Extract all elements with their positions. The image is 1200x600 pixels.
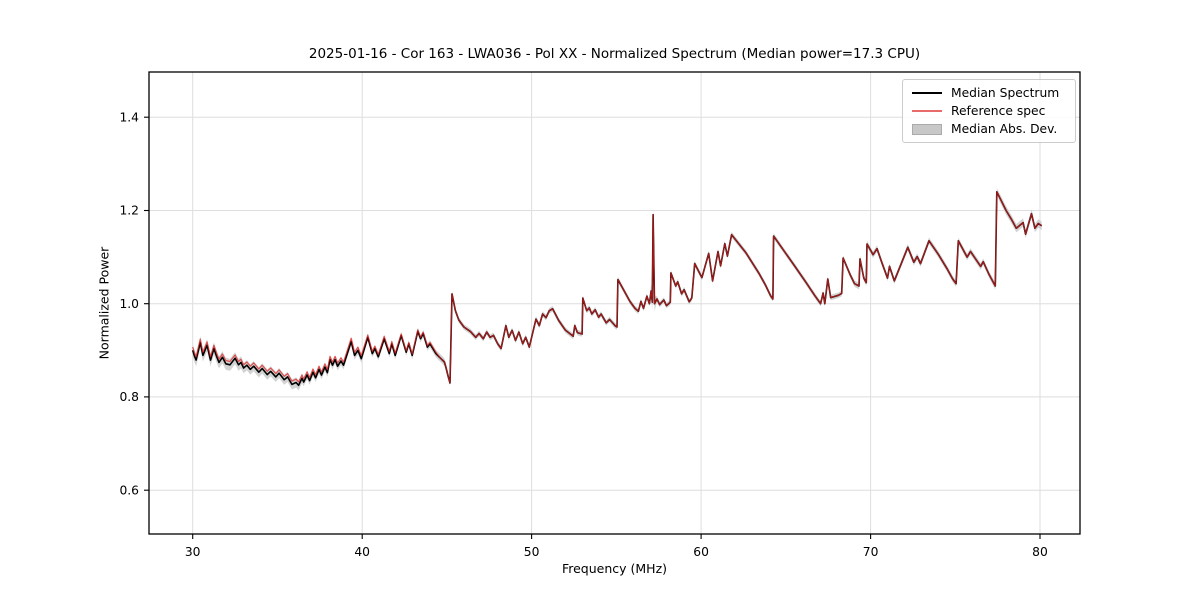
y-axis-label: Normalized Power	[96, 246, 112, 360]
x-tick-label: 30	[185, 545, 201, 559]
legend-label-reference-spec: Reference spec	[951, 104, 1046, 118]
axes-frame	[148, 71, 1081, 535]
y-tick-label: 1.2	[119, 204, 139, 218]
reference-spec-line	[192, 191, 1043, 384]
legend-label-median-spectrum: Median Spectrum	[951, 86, 1060, 100]
x-tick-label: 60	[693, 545, 709, 559]
legend: Median Spectrum Reference spec Median Ab…	[902, 79, 1076, 143]
reference-spec-line-swatch	[912, 110, 942, 112]
legend-row-median-abs-dev: Median Abs. Dev.	[912, 122, 1066, 136]
legend-row-median-spectrum: Median Spectrum	[912, 86, 1066, 100]
median-abs-dev-band	[192, 188, 1042, 391]
median-spectrum-line-swatch	[912, 92, 942, 94]
legend-row-reference-spec: Reference spec	[912, 104, 1066, 118]
y-tick-label: 0.6	[119, 483, 139, 497]
x-axis-label: Frequency (MHz)	[561, 561, 668, 576]
x-tick-label: 40	[354, 545, 370, 559]
y-tick-label: 1.4	[119, 110, 139, 124]
legend-label-median-abs-dev: Median Abs. Dev.	[951, 122, 1058, 136]
x-tick-label: 50	[524, 545, 540, 559]
median-abs-dev-patch-swatch	[912, 123, 942, 135]
y-tick-label: 0.8	[119, 390, 139, 404]
x-tick-label: 70	[863, 545, 879, 559]
x-tick-label: 80	[1032, 545, 1048, 559]
y-tick-label: 1.0	[119, 297, 139, 311]
chart-title: 2025-01-16 - Cor 163 - LWA036 - Pol XX -…	[308, 46, 921, 62]
